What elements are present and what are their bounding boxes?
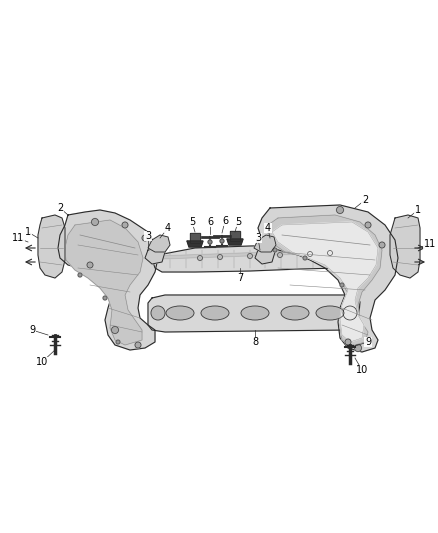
- Text: 7: 7: [237, 273, 243, 283]
- Polygon shape: [187, 241, 203, 247]
- Ellipse shape: [316, 306, 344, 320]
- Text: 11: 11: [424, 239, 436, 249]
- Text: 5: 5: [235, 217, 241, 227]
- Polygon shape: [65, 220, 143, 345]
- Polygon shape: [190, 233, 200, 243]
- Circle shape: [122, 222, 128, 228]
- Polygon shape: [390, 215, 420, 278]
- Circle shape: [151, 306, 165, 320]
- Circle shape: [336, 206, 343, 214]
- Polygon shape: [153, 244, 362, 272]
- Polygon shape: [145, 248, 165, 264]
- Polygon shape: [255, 248, 275, 264]
- Polygon shape: [230, 231, 240, 241]
- Text: 10: 10: [36, 357, 48, 367]
- Text: 6: 6: [222, 216, 228, 226]
- Text: 11: 11: [12, 233, 24, 243]
- Text: 4: 4: [265, 223, 271, 233]
- Circle shape: [273, 248, 277, 252]
- Text: 1: 1: [415, 205, 421, 215]
- Polygon shape: [58, 210, 158, 350]
- Text: 2: 2: [57, 203, 63, 213]
- Text: 10: 10: [356, 365, 368, 375]
- Ellipse shape: [166, 306, 194, 320]
- Circle shape: [208, 240, 212, 244]
- Text: 1: 1: [25, 227, 31, 237]
- Text: 3: 3: [255, 233, 261, 243]
- Circle shape: [247, 254, 252, 259]
- Circle shape: [328, 251, 332, 255]
- Polygon shape: [254, 235, 276, 252]
- Polygon shape: [227, 239, 243, 245]
- Circle shape: [365, 222, 371, 228]
- Circle shape: [340, 283, 344, 287]
- Ellipse shape: [241, 306, 269, 320]
- Polygon shape: [268, 215, 382, 346]
- Circle shape: [218, 254, 223, 260]
- Ellipse shape: [281, 306, 309, 320]
- Text: 2: 2: [362, 195, 368, 205]
- Ellipse shape: [201, 306, 229, 320]
- Circle shape: [78, 273, 82, 277]
- Circle shape: [303, 256, 307, 260]
- Text: 9: 9: [365, 337, 371, 347]
- Polygon shape: [148, 295, 360, 332]
- Circle shape: [343, 306, 357, 320]
- Circle shape: [198, 255, 202, 261]
- Text: 3: 3: [145, 231, 151, 241]
- Text: 8: 8: [252, 337, 258, 347]
- Polygon shape: [272, 222, 378, 342]
- Text: 5: 5: [189, 217, 195, 227]
- Circle shape: [92, 219, 99, 225]
- Circle shape: [379, 242, 385, 248]
- Text: 6: 6: [207, 217, 213, 227]
- Circle shape: [278, 253, 283, 257]
- Circle shape: [87, 262, 93, 268]
- Text: 4: 4: [165, 223, 171, 233]
- Circle shape: [116, 340, 120, 344]
- Circle shape: [135, 342, 141, 348]
- Circle shape: [142, 235, 148, 241]
- Polygon shape: [158, 249, 358, 259]
- Circle shape: [112, 327, 119, 334]
- Polygon shape: [38, 215, 65, 278]
- Circle shape: [220, 239, 224, 243]
- Circle shape: [103, 296, 107, 300]
- Text: 9: 9: [29, 325, 35, 335]
- Circle shape: [354, 344, 361, 351]
- Circle shape: [345, 339, 351, 345]
- Polygon shape: [148, 235, 170, 252]
- Polygon shape: [258, 205, 398, 352]
- Circle shape: [307, 252, 312, 256]
